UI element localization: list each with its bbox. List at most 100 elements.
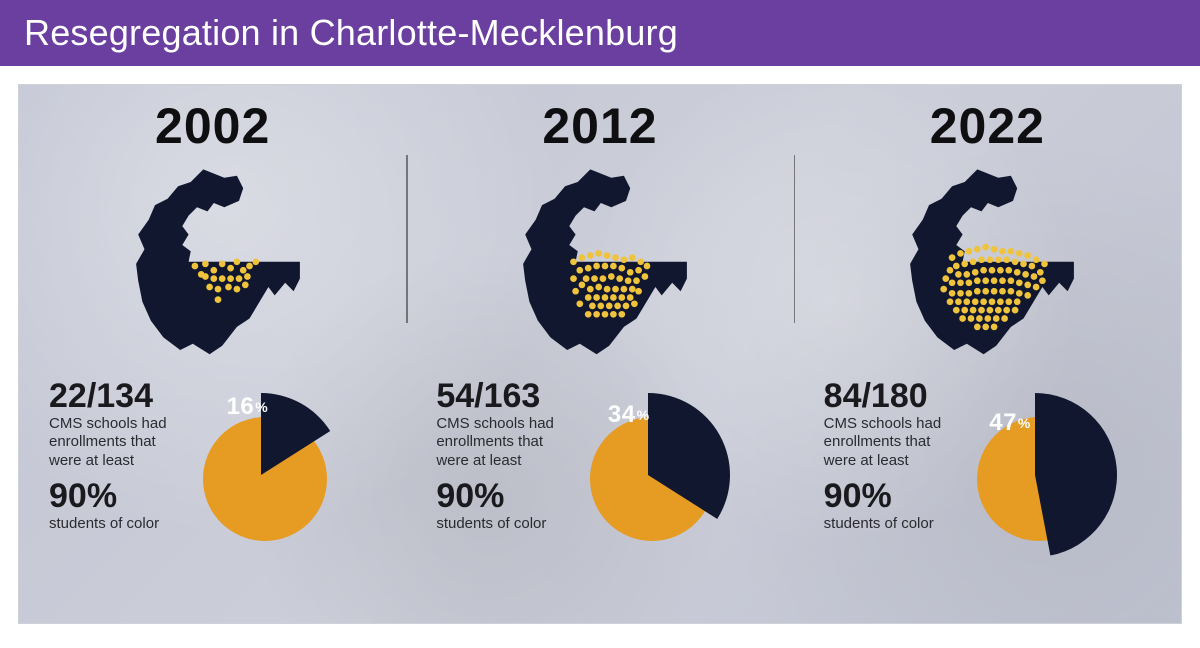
school-dot [1002,315,1009,322]
school-dot [966,290,973,297]
stats-block: 84/180 CMS schools had enrollments that … [824,379,942,532]
school-dot [593,294,600,301]
school-dot [633,277,640,284]
pie-percent-number: 16 [227,393,255,420]
school-dot [610,263,617,270]
school-dot [635,288,642,295]
school-dot [1012,307,1019,314]
school-dot [210,267,217,274]
pie-label: 34% [608,401,649,429]
school-dot [999,248,1006,255]
year-heading: 2002 [39,97,386,155]
year-panel: 2012 54/163 CMS schools had enrollments … [406,85,793,623]
percent-value: 90% [824,479,942,515]
county-map [436,161,773,371]
infographic-stage: 2002 22/134 CMS schools had enrollments … [18,84,1182,624]
school-dot [983,244,990,251]
percent-value: 90% [436,479,554,515]
school-dot [974,246,981,253]
school-dot [974,324,981,331]
school-dot [225,284,232,291]
school-dot [955,271,962,278]
school-dot [968,315,975,322]
school-dot [964,298,971,305]
stats-block: 22/134 CMS schools had enrollments that … [49,379,167,532]
school-dot [1012,258,1019,265]
pie-percent-number: 47 [989,409,1017,436]
percent-value: 90% [49,479,167,515]
school-dot [602,263,609,270]
school-dot [623,303,630,310]
school-dot [593,263,600,270]
school-dot [227,265,234,272]
school-dot [585,265,592,272]
school-dot [955,298,962,305]
school-dot [966,279,973,286]
school-dot [631,300,638,307]
stat-line: students of color [436,515,554,532]
fraction: 84/180 [824,379,942,415]
school-dot [1029,263,1036,270]
school-dot [246,263,253,270]
school-dot [233,258,240,265]
school-dot [576,267,583,274]
school-dot [962,261,969,268]
school-dot [593,311,600,318]
school-dot [1025,252,1032,259]
school-dot [972,298,979,305]
school-dot [642,273,649,280]
school-dot [206,284,213,291]
school-dot [627,269,634,276]
school-dot [227,275,234,282]
pie-label: 16% [227,393,268,421]
pie-label: 47% [989,409,1030,437]
school-dot [949,279,956,286]
school-dot [953,307,960,314]
school-dot [616,275,623,282]
school-dot [214,286,221,293]
school-dot [978,307,985,314]
school-dot [941,286,948,293]
school-dot [572,288,579,295]
school-dot [235,275,242,282]
school-dot [1008,277,1015,284]
county-outline [523,169,687,354]
school-dot [612,254,619,261]
school-dot [214,296,221,303]
school-dot [991,277,998,284]
county-map [49,161,386,371]
school-dot [989,267,996,274]
county-map-svg [877,161,1107,371]
school-dot [1037,269,1044,276]
school-dot [1033,284,1040,291]
school-dot [610,311,617,318]
year-panel: 2022 84/180 CMS schools had enrollments … [794,85,1181,623]
school-dot [252,258,259,265]
stats-block: 54/163 CMS schools had enrollments that … [436,379,554,532]
stat-line: were at least [49,452,167,471]
percent-sign: % [1018,415,1030,431]
school-dot [621,256,628,263]
pie-chart: 47% [949,379,1161,549]
school-dot [983,324,990,331]
county-outline [136,169,300,354]
school-dot [947,267,954,274]
school-dot [612,286,619,293]
stat-line: were at least [824,452,942,471]
school-dot [957,290,964,297]
panel-lower: 22/134 CMS schools had enrollments that … [49,379,386,549]
school-dot [608,273,615,280]
school-dot [595,284,602,291]
pie-chart: 34% [562,379,774,549]
fraction: 54/163 [436,379,554,415]
school-dot [1006,267,1013,274]
school-dot [974,288,981,295]
school-dot [947,298,954,305]
school-dot [210,275,217,282]
school-dot [989,298,996,305]
school-dot [218,275,225,282]
school-dot [202,261,209,268]
school-dot [191,263,198,270]
school-dot [981,298,988,305]
school-dot [999,288,1006,295]
